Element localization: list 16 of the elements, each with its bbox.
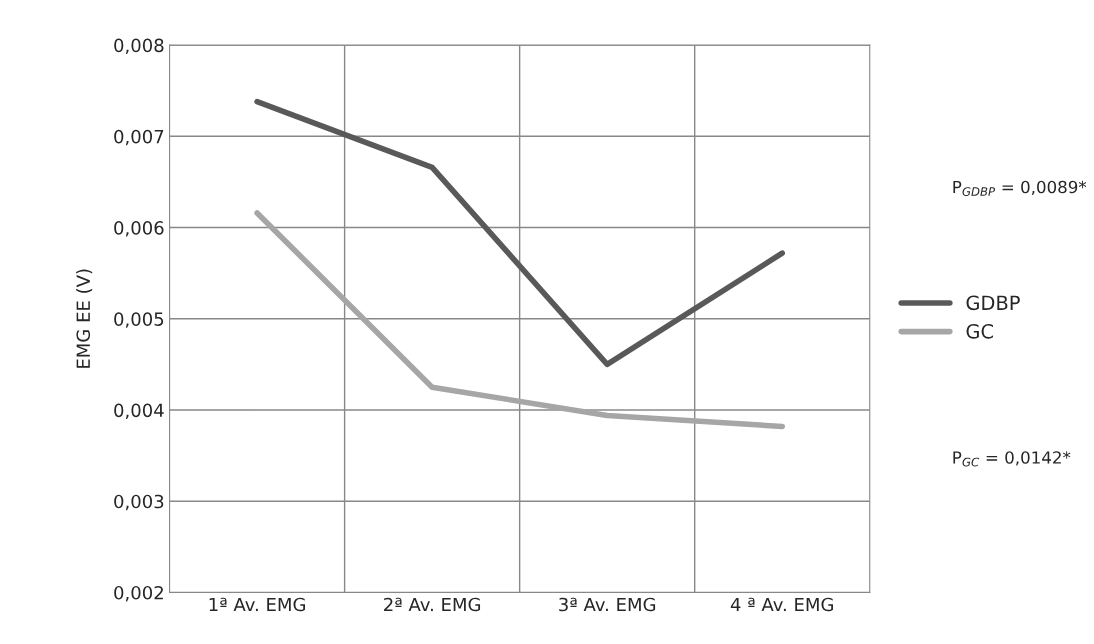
- y-tick-label: 0,003: [114, 494, 164, 511]
- y-tick-label: 0,002: [114, 585, 163, 602]
- legend-label: GC: [966, 323, 993, 339]
- legend-label: GDBP: [966, 295, 1020, 311]
- x-tick-label: 4 ª Av. EMG: [730, 597, 833, 612]
- y-tick-label: 0,004: [114, 403, 164, 419]
- x-tick-label: 2ª Av. EMG: [384, 597, 481, 612]
- x-tick-label: 3ª Av. EMG: [559, 597, 656, 612]
- y-axis-title: EMG EE (V): [76, 269, 93, 368]
- y-tick-label: 0,008: [114, 38, 164, 55]
- text: P$_{GDBP}$ = 0,0089*: [953, 180, 1087, 196]
- y-tick-label: 0,006: [114, 221, 164, 237]
- y-tick-label: 0,005: [114, 312, 164, 328]
- text: P$_{GC}$ = 0,0142*: [953, 451, 1071, 467]
- x-tick-label: 1ª Av. EMG: [209, 597, 305, 612]
- y-tick-label: 0,007: [114, 129, 164, 146]
